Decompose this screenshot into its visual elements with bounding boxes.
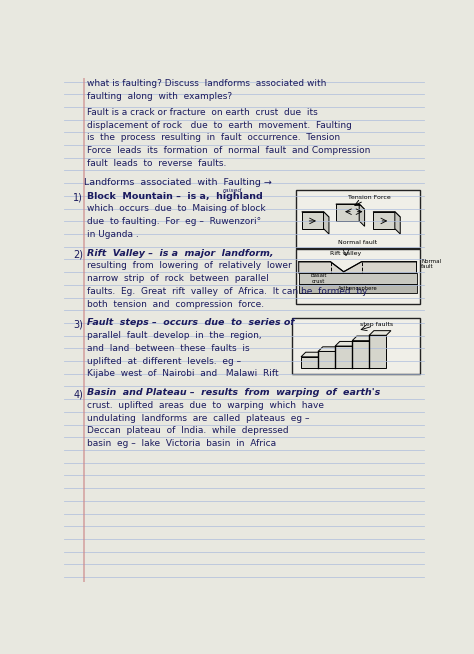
Text: step faults: step faults [360, 322, 393, 327]
Polygon shape [373, 212, 395, 229]
Text: both  tension  and  compression  force.: both tension and compression force. [87, 300, 264, 309]
Text: Asthenosphere: Asthenosphere [338, 286, 377, 291]
Text: what is faulting? Discuss  landforms  associated with: what is faulting? Discuss landforms asso… [87, 79, 327, 88]
Text: raised: raised [223, 188, 242, 194]
Text: 2): 2) [73, 250, 83, 260]
Text: Tension Force: Tension Force [348, 194, 391, 199]
Polygon shape [335, 346, 352, 368]
Text: Kijabe  west  of  Nairobi  and   Malawi  Rift: Kijabe west of Nairobi and Malawi Rift [87, 370, 279, 378]
Polygon shape [335, 341, 357, 346]
Text: crust.  uplifted  areas  due  to  warping  which  have: crust. uplifted areas due to warping whi… [87, 401, 324, 410]
Polygon shape [318, 351, 335, 368]
Bar [292, 318, 420, 374]
Text: 3): 3) [73, 320, 83, 330]
Text: Basalt
crust: Basalt crust [310, 273, 327, 284]
Text: Block  Mountain –  is a,  highland: Block Mountain – is a, highland [87, 192, 263, 201]
Polygon shape [395, 212, 400, 234]
Text: faults.  Eg.  Great  rift  valley  of  Africa.  It can be  formed  by: faults. Eg. Great rift valley of Africa.… [87, 287, 368, 296]
Polygon shape [302, 212, 324, 229]
Text: Fault is a crack or fracture  on earth  crust  due  its: Fault is a crack or fracture on earth cr… [87, 108, 318, 117]
Text: faulting  along  with  examples?: faulting along with examples? [87, 92, 232, 101]
Text: narrow  strip  of  rock  between  parallel: narrow strip of rock between parallel [87, 274, 269, 283]
Polygon shape [301, 357, 318, 368]
Text: Force  leads  its  formation  of  normal  fault  and Compression: Force leads its formation of normal faul… [87, 146, 371, 155]
Polygon shape [373, 212, 400, 217]
Polygon shape [299, 273, 417, 284]
Polygon shape [318, 347, 340, 351]
Text: is  the  process  resulting  in  fault  occurrence.  Tension: is the process resulting in fault occurr… [87, 133, 340, 143]
Polygon shape [336, 204, 359, 221]
Text: displacement of rock   due  to  earth  movement.  Faulting: displacement of rock due to earth moveme… [87, 120, 352, 129]
Text: in Uganda .: in Uganda . [87, 230, 139, 239]
Text: 1): 1) [73, 193, 83, 203]
Text: Rift  Valley –  is a  major  landform,: Rift Valley – is a major landform, [87, 249, 273, 258]
Bar [296, 190, 419, 248]
Text: fault  leads  to  reverse  faults.: fault leads to reverse faults. [87, 159, 227, 167]
Text: Landforms  associated  with  Faulting →: Landforms associated with Faulting → [84, 177, 272, 186]
Polygon shape [369, 336, 386, 368]
Text: Normal
fault: Normal fault [421, 258, 441, 269]
Text: 4): 4) [73, 389, 83, 399]
Polygon shape [299, 262, 417, 273]
Polygon shape [299, 284, 417, 293]
Polygon shape [352, 341, 369, 368]
Polygon shape [369, 331, 391, 336]
Polygon shape [302, 212, 329, 217]
Bar [296, 249, 419, 304]
Text: Fault  steps –  occurs  due  to  series of: Fault steps – occurs due to series of [87, 318, 295, 328]
Polygon shape [324, 212, 329, 234]
Text: due  to faulting.  For  eg –  Ruwenzori°: due to faulting. For eg – Ruwenzori° [87, 217, 261, 226]
Polygon shape [301, 353, 323, 357]
Polygon shape [359, 204, 365, 226]
Text: Basin  and Plateau –  results  from  warping  of  earth's: Basin and Plateau – results from warping… [87, 388, 381, 397]
Text: undulating  landforms  are  called  plateaus  eg –: undulating landforms are called plateaus… [87, 413, 310, 422]
Text: resulting  from  lowering  of  relatively  lower: resulting from lowering of relatively lo… [87, 262, 292, 271]
Text: Normal fault: Normal fault [338, 240, 377, 245]
Text: Deccan  plateau  of  India.  while  depressed: Deccan plateau of India. while depressed [87, 426, 289, 436]
Text: which  occurs  due  to  Maising of block: which occurs due to Maising of block [87, 205, 266, 213]
Text: Rift valley: Rift valley [330, 250, 362, 256]
Text: parallel  fault  develop  in  the  region,: parallel fault develop in the region, [87, 331, 262, 340]
Polygon shape [336, 204, 365, 209]
Text: basin  eg –  lake  Victoria  basin  in  Africa: basin eg – lake Victoria basin in Africa [87, 439, 276, 448]
Text: and  land  between  these  faults  is: and land between these faults is [87, 344, 250, 353]
Polygon shape [352, 336, 374, 341]
Text: uplifted  at  different  levels.  eg –: uplifted at different levels. eg – [87, 356, 241, 366]
